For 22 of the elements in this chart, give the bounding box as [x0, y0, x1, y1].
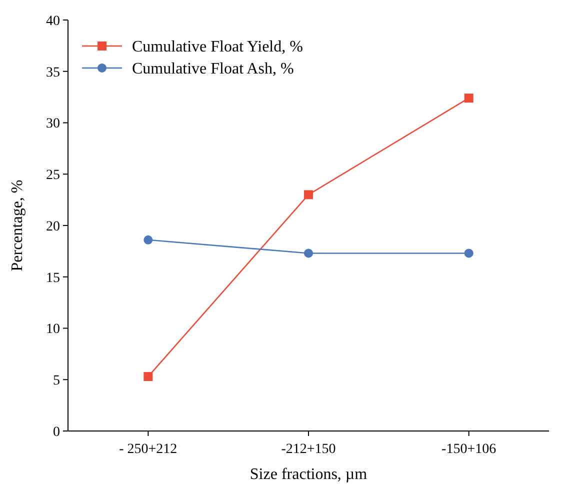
y-tick-label: 40 [46, 14, 60, 29]
y-tick-label: 35 [46, 65, 60, 80]
point [304, 190, 313, 200]
y-tick-label: 10 [46, 322, 60, 338]
x-axis-title: Size fractions, µm [250, 466, 368, 483]
y-tick-label: 5 [53, 374, 60, 389]
y-axis-title: Percentage, % [9, 180, 26, 272]
y-tick-label: 25 [46, 168, 60, 184]
x-tick-label: -150+106 [442, 442, 496, 457]
x-tick-label: -212+150 [281, 442, 336, 457]
point [304, 248, 313, 258]
point [144, 372, 153, 382]
point [464, 248, 474, 258]
y-tick-label: 15 [46, 270, 60, 286]
x-tick-label: - 250+212 [119, 442, 178, 457]
legend-label: Cumulative Float Ash, % [132, 60, 294, 78]
y-tick-label: 20 [46, 219, 60, 234]
point [464, 94, 474, 103]
y-tick-label: 0 [53, 424, 60, 440]
y-tick-label: 30 [46, 116, 60, 132]
legend-label: Cumulative Float Yield, % [132, 38, 303, 56]
point [144, 235, 153, 244]
